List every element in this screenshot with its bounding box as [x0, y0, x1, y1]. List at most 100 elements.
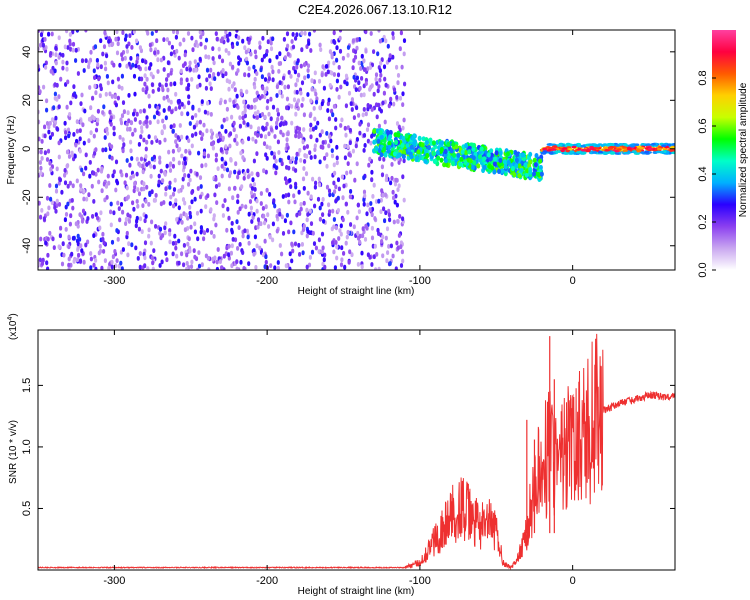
spectrogram-cell: [211, 56, 215, 61]
spectrogram-cell: [202, 236, 206, 242]
spectrogram-cell: [334, 184, 338, 190]
spectrogram-cell: [470, 164, 475, 170]
spectrogram-cell: [142, 186, 146, 192]
spectrogram-cell: [494, 150, 499, 156]
spectrogram-cell: [262, 141, 267, 147]
spectrogram-cell: [54, 183, 59, 189]
spectrogram-cell: [384, 210, 388, 216]
spectrogram-cell: [219, 38, 223, 44]
spectrogram-cell: [82, 196, 86, 202]
spectrogram-cell: [157, 179, 161, 185]
spectrogram-cell: [315, 137, 319, 143]
spectrogram-cell: [362, 133, 367, 138]
spectrogram-cell: [391, 54, 395, 60]
spectrogram-cell: [282, 75, 286, 81]
spectrogram-cell: [129, 175, 133, 181]
spectrogram-cell: [46, 148, 51, 154]
spectrogram-cell: [216, 166, 220, 172]
spectrogram-cell: [269, 46, 274, 52]
spectrogram-cell: [331, 112, 335, 118]
spectrogram-cell: [86, 216, 90, 221]
spectrogram-cell: [388, 217, 392, 223]
spectrogram-cell: [436, 155, 441, 161]
spectrogram-cell: [337, 186, 341, 192]
spectrogram-cell: [262, 126, 266, 132]
spectrogram-cell: [368, 65, 372, 70]
spectrogram-cell: [85, 196, 89, 202]
spectrogram-cell: [352, 224, 356, 230]
spectrogram-cell: [339, 123, 343, 128]
spectrogram-cell: [127, 118, 131, 124]
spectrogram-cell: [615, 144, 621, 147]
spectrogram-cell: [154, 193, 158, 198]
spectrogram-cell: [204, 204, 208, 210]
spectrogram-cell: [309, 221, 314, 227]
spectrogram-cell: [226, 37, 230, 43]
spectrogram-cell: [346, 144, 350, 150]
spectrogram-cell: [298, 148, 302, 153]
spectrogram-cell: [43, 37, 47, 42]
y-tick-label: 0.5: [21, 501, 33, 516]
spectrogram-cell: [225, 33, 229, 39]
spectrogram-cell: [395, 95, 399, 100]
spectrogram-cell: [193, 229, 197, 235]
spectrogram-cell: [252, 182, 256, 187]
spectrogram-cell: [528, 159, 533, 165]
spectrogram-cell: [205, 67, 210, 73]
spectrogram-cell: [365, 211, 369, 217]
spectrogram-cell: [214, 184, 219, 189]
spectrogram-cell: [175, 253, 179, 259]
spectrogram-cell: [285, 142, 289, 148]
spectrogram-cell: [174, 198, 178, 203]
spectrogram-cell: [340, 245, 344, 251]
spectrogram-cell: [187, 138, 191, 144]
spectrogram-cell: [93, 44, 98, 50]
spectrogram-cell: [383, 119, 387, 125]
spectrogram-cell: [224, 144, 228, 150]
spectrogram-cell: [387, 57, 391, 63]
spectrogram-cell: [298, 211, 302, 217]
spectrogram-cell: [622, 149, 628, 152]
spectrogram-cell: [161, 118, 165, 124]
spectrogram-cell: [197, 250, 201, 256]
colorbar-ticks: 0.00.20.40.60.8: [697, 70, 716, 278]
spectrogram-cell: [180, 220, 184, 225]
spectrogram-cell: [83, 108, 87, 114]
spectrogram-cell: [242, 120, 246, 125]
spectrogram-cell: [296, 98, 301, 103]
spectrogram-cell: [281, 194, 285, 199]
spectrogram-cell: [128, 126, 132, 132]
spectrogram-cell: [136, 256, 140, 261]
spectrogram-cell: [291, 32, 295, 37]
spectrogram-cell: [81, 208, 86, 214]
spectrogram-cell: [208, 73, 212, 79]
spectrogram-cell: [626, 147, 632, 151]
spectrogram-cell: [79, 243, 83, 249]
spectrogram-cell: [238, 206, 242, 212]
spectrogram-cell: [205, 228, 210, 233]
spectrogram-cell: [171, 163, 175, 169]
spectrogram-cell: [51, 65, 55, 71]
y-tick-label: 1.5: [21, 378, 33, 393]
spectrogram-cell: [104, 147, 108, 153]
spectrogram-cell: [168, 239, 172, 245]
spectrogram-cell: [372, 139, 377, 145]
spectrogram-cell: [183, 227, 187, 233]
spectrogram-cell: [369, 201, 373, 206]
spectrogram-cell: [138, 120, 142, 125]
spectrogram-cell: [86, 239, 90, 245]
spectrogram-cell: [143, 255, 147, 261]
spectrogram-cell: [322, 218, 326, 224]
y-tick-label: 20: [21, 94, 33, 106]
spectrogram-cell: [378, 156, 382, 162]
spectrogram-cell: [291, 44, 296, 50]
spectrogram-cell: [122, 109, 126, 115]
spectrogram-cell: [80, 167, 84, 173]
spectrogram-cell: [334, 240, 338, 245]
spectrogram-cell: [169, 70, 173, 76]
spectrogram-cell: [63, 44, 67, 50]
spectrogram-cell: [366, 103, 370, 108]
spectrogram-cell: [125, 63, 129, 69]
spectrogram-cell: [309, 194, 313, 200]
spectrogram-cell: [341, 217, 345, 223]
